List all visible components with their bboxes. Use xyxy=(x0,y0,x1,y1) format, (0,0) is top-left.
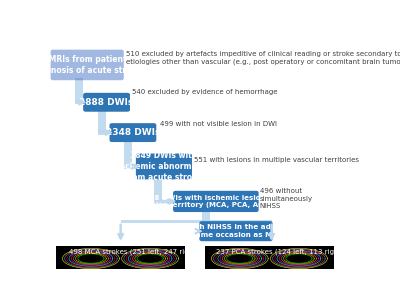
FancyBboxPatch shape xyxy=(110,123,156,142)
Bar xyxy=(205,246,334,268)
FancyBboxPatch shape xyxy=(83,93,130,112)
Bar xyxy=(56,246,185,268)
Polygon shape xyxy=(154,178,162,201)
Text: 496 without
simultaneously
NIHSS: 496 without simultaneously NIHSS xyxy=(260,188,313,209)
Polygon shape xyxy=(75,100,86,105)
Text: 1298 DWIs with ischemic lesion in one
major territory (MCA, PCA, ACA, VB): 1298 DWIs with ischemic lesion in one ma… xyxy=(140,195,292,208)
Polygon shape xyxy=(124,164,138,168)
Text: 540 excluded by evidence of hemorrhage: 540 excluded by evidence of hemorrhage xyxy=(132,89,278,95)
Polygon shape xyxy=(202,210,210,231)
FancyBboxPatch shape xyxy=(51,50,124,80)
Text: 802 with NIHSS in the admission
(same occasion as MRI): 802 with NIHSS in the admission (same oc… xyxy=(169,225,303,238)
Text: 1849 DWIs with
ischemic abnormality
from acute stroke: 1849 DWIs with ischemic abnormality from… xyxy=(118,151,210,182)
Text: 498 MCA strokes (251 left, 247 right): 498 MCA strokes (251 left, 247 right) xyxy=(69,249,198,255)
Text: 510 excluded by artefacts impeditive of clinical reading or stroke secondary to
: 510 excluded by artefacts impeditive of … xyxy=(126,51,400,65)
Text: 499 with not visible lesion in DWI: 499 with not visible lesion in DWI xyxy=(160,121,277,127)
Polygon shape xyxy=(154,199,176,204)
Text: 2348 DWIs: 2348 DWIs xyxy=(106,128,160,137)
Polygon shape xyxy=(121,221,272,223)
Polygon shape xyxy=(98,110,106,133)
Text: 551 with lesions in multiple vascular territories: 551 with lesions in multiple vascular te… xyxy=(194,157,359,162)
FancyBboxPatch shape xyxy=(173,191,259,212)
Text: 237 PCA strokes (124 left, 113 right): 237 PCA strokes (124 left, 113 right) xyxy=(216,249,344,255)
Text: 2888 DWIs: 2888 DWIs xyxy=(80,98,134,107)
Polygon shape xyxy=(124,140,132,166)
Text: 3,398 MRIs from patients with
diagnosis of acute stroke: 3,398 MRIs from patients with diagnosis … xyxy=(22,55,152,75)
Polygon shape xyxy=(98,131,112,135)
FancyBboxPatch shape xyxy=(136,154,192,179)
Polygon shape xyxy=(75,78,83,102)
FancyBboxPatch shape xyxy=(200,221,272,241)
Polygon shape xyxy=(232,222,240,239)
